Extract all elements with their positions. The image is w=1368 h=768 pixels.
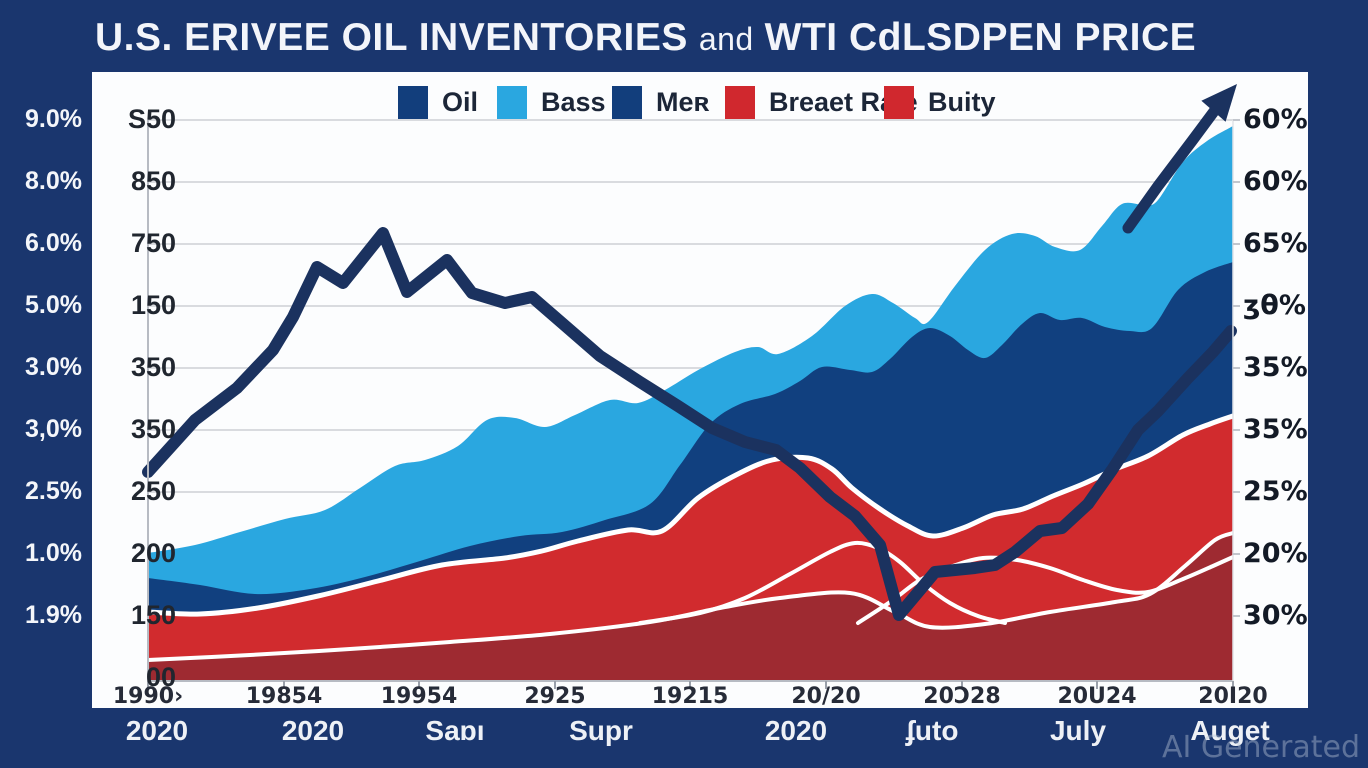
- x-axis-month-label: July: [1049, 715, 1107, 746]
- left-percent-label: 9.0%: [25, 105, 82, 133]
- left-percent-label: 3,0%: [25, 415, 82, 443]
- legend-label: Meʀ: [656, 86, 710, 117]
- inventory-axis-label: 150: [130, 600, 176, 630]
- inventory-axis-label: 350: [130, 352, 176, 382]
- right-percent-label: 25%: [1243, 476, 1308, 507]
- arrowhead-icon: [1201, 84, 1237, 122]
- right-percent-label: 30%: [1243, 600, 1308, 631]
- left-percent-label: 5.0%: [25, 291, 82, 319]
- inventory-axis-label: 200: [130, 538, 176, 568]
- page-title: U.S. ERIVEE OIL INVENTORIES and WTI CdLS…: [95, 16, 1196, 60]
- x-axis-year-label: 20I20: [1198, 684, 1268, 709]
- white-rise-line: [856, 555, 1235, 625]
- x-axis-month-label: ʄuto: [905, 715, 959, 746]
- title-conjunction: and: [698, 21, 754, 57]
- bass-swatch-icon: [497, 85, 527, 119]
- x-axis-month-label: 2020: [125, 715, 189, 746]
- legend-label: Oil: [442, 86, 479, 117]
- legend-label: Bass: [541, 86, 606, 117]
- inventory-axis-label: 250: [130, 476, 176, 506]
- right-percent-label: 60%: [1243, 104, 1308, 135]
- inventory-axis-label: 150: [130, 290, 176, 320]
- right-percent-label: 60%: [1243, 166, 1308, 197]
- legend-item-buity: Buity: [884, 84, 996, 120]
- wti-price-line: [142, 227, 1237, 621]
- inventory-axis-label: 350: [130, 414, 176, 444]
- left-percent-label: 1.0%: [25, 539, 82, 567]
- ai-generated-watermark: AI Generated: [1161, 730, 1360, 765]
- x-axis-month-label: 2020: [764, 715, 828, 746]
- x-axis-month-label: Saɒı: [425, 715, 485, 746]
- x-axis-month-label: Auget: [1190, 715, 1270, 746]
- trend-arrow: [1122, 100, 1224, 234]
- x-axis-year-label: 19854: [245, 684, 323, 709]
- legend-item-oil: Oil: [398, 84, 478, 120]
- oil-swatch-icon: [398, 85, 428, 119]
- legend-label: Buity: [928, 86, 996, 117]
- x-axis-year-label: 19215: [651, 684, 729, 709]
- right-percent-label: 65%: [1243, 228, 1308, 259]
- x-axis-month-label: 2020: [281, 715, 345, 746]
- left-percent-label: 3.0%: [25, 353, 82, 381]
- x-axis-year-label: 2925: [524, 684, 586, 709]
- left-percent-label: 1.9%: [25, 601, 82, 629]
- legend-item-bass: Bass: [497, 84, 606, 120]
- x-axis-year-label: 20Ɔ28: [923, 684, 1001, 709]
- x-axis-year-label: 19954: [380, 684, 458, 709]
- white-hill-line: [638, 540, 1007, 625]
- buity-swatch-icon: [884, 85, 914, 119]
- buity-maroon-area: [148, 533, 1233, 681]
- right-percent-label: 35%: [1243, 352, 1308, 383]
- chart-legend: Oil Bass Meʀ Breaet Rale Buity: [0, 84, 1368, 120]
- axis-lines-and-ticks: [147, 119, 1240, 689]
- inventory-axis-label: S50: [127, 104, 176, 134]
- title-part-2: WTI CdLSDPEN PRICE: [764, 16, 1197, 59]
- inventory-axis-label: 850: [130, 166, 176, 196]
- x-axis-year-label: 20/20: [791, 684, 861, 709]
- inventory-axis-label: 00: [145, 662, 176, 692]
- left-percent-label: 8.0%: [25, 167, 82, 195]
- stacked-areas: [142, 84, 1237, 681]
- x-axis-month-label: Supr: [569, 715, 633, 746]
- title-part-1: U.S. ERIVEE OIL INVENTORIES: [95, 16, 688, 59]
- x-axis-year-label: 1990›: [112, 684, 184, 709]
- legend-item-mer: Meʀ: [612, 84, 709, 120]
- right-percent-label: 20%: [1243, 538, 1308, 569]
- right-percent-label: 35%: [1243, 414, 1308, 445]
- right-percent-label: ʒθ%: [1243, 290, 1306, 321]
- x-axis-year-label: 20U24: [1057, 684, 1137, 709]
- mer-swatch-icon: [612, 85, 642, 119]
- breaet-rale-swatch-icon: [725, 85, 755, 119]
- left-percent-label: 6.0%: [25, 229, 82, 257]
- left-percent-label: 2.5%: [25, 477, 82, 505]
- breaet-red-area: [148, 416, 1233, 681]
- inventory-axis-label: 750: [130, 228, 176, 258]
